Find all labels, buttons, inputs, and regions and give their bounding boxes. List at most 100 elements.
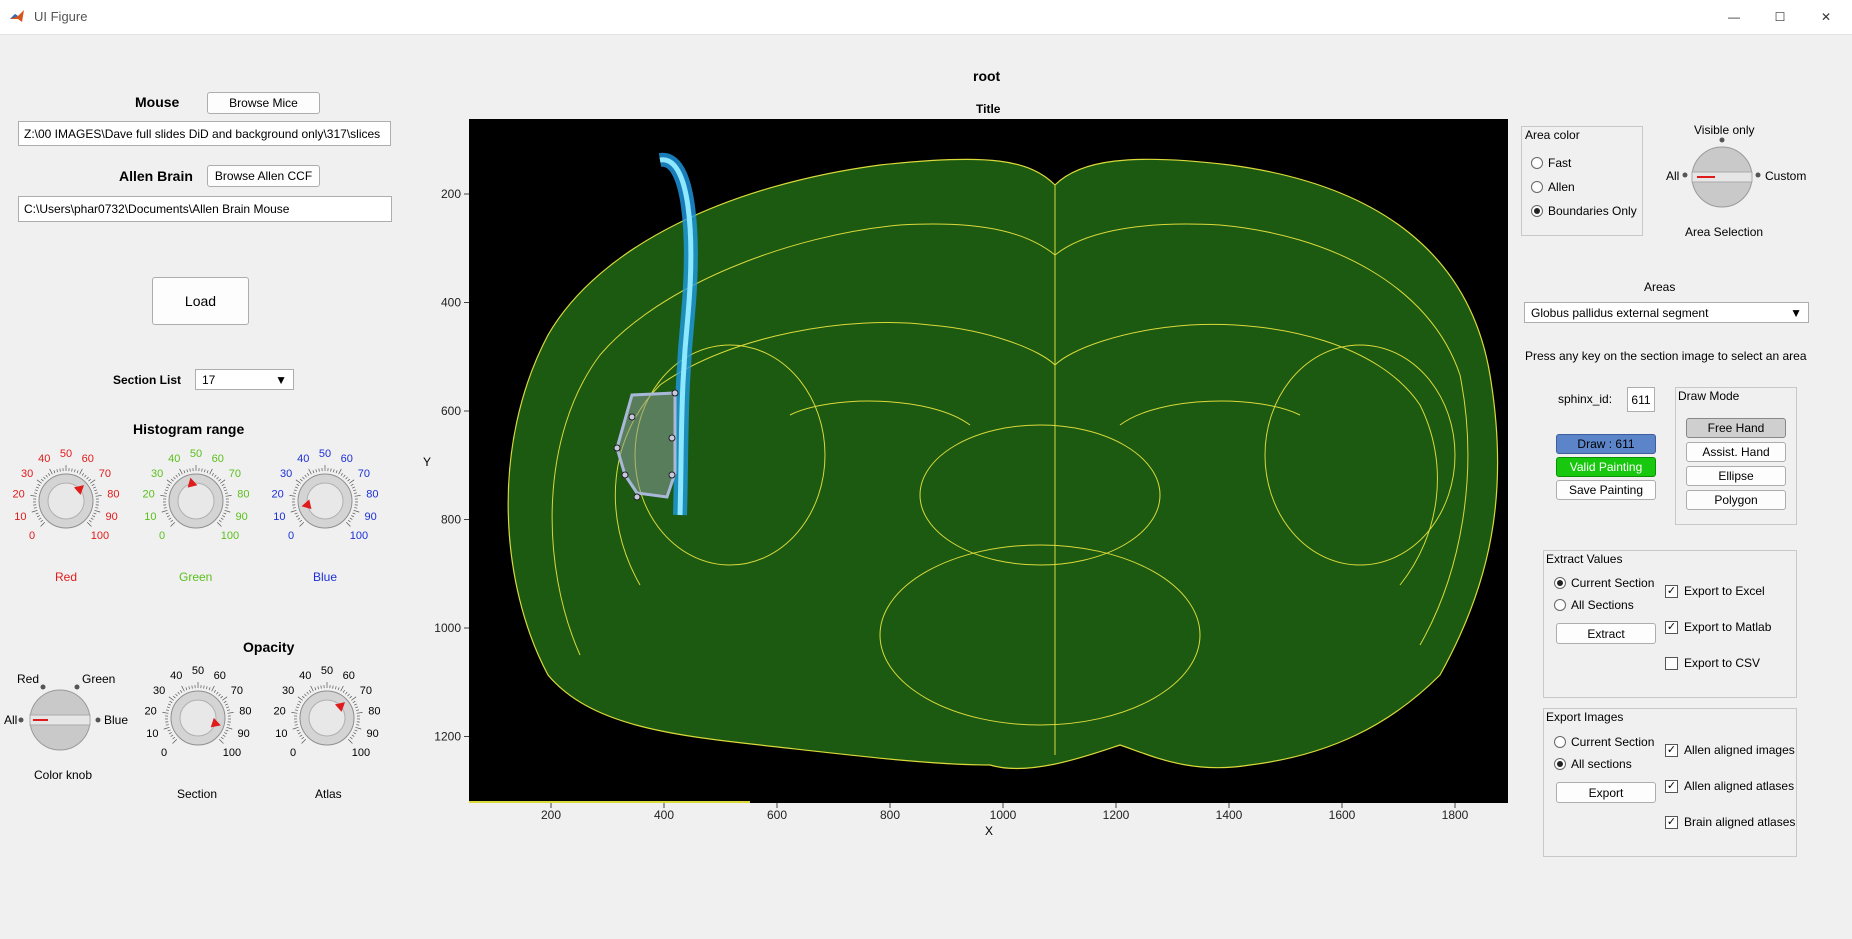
blue-knob[interactable]: 010 20 30 40 50 60 70 80 90 100 (271, 448, 378, 542)
striatum-right (1264, 344, 1456, 566)
knob-tick-label: 60 (214, 670, 226, 682)
green-knob-label: Green (179, 570, 213, 584)
knob-tick-label: 80 (368, 705, 380, 717)
knob-tick-label: 0 (288, 530, 294, 542)
knob-tick-label: 50 (321, 665, 333, 677)
extract-checkbox-2[interactable] (1665, 657, 1678, 670)
export-images-checkbox-1[interactable]: ✓ (1665, 780, 1678, 793)
section-list-value: 17 (202, 372, 216, 387)
extract-checkbox-0[interactable]: ✓ (1665, 585, 1678, 598)
knob-tick-label: 80 (107, 488, 119, 500)
draw-mode-button-1[interactable]: Assist. Hand (1686, 442, 1786, 462)
browse-allen-button[interactable]: Browse Allen CCF (207, 165, 320, 187)
sphinx-id-field[interactable]: 611 (1627, 387, 1655, 412)
draw-button[interactable]: Draw : 611 (1556, 434, 1656, 454)
area-color-radio-2[interactable] (1531, 205, 1543, 217)
area-color-panel (1521, 126, 1643, 236)
areas-value: Globus pallidus external segment (1531, 305, 1709, 320)
export-images-checkbox-0[interactable]: ✓ (1665, 744, 1678, 757)
area-color-title: Area color (1525, 128, 1580, 142)
color-knob-option-all: All (4, 713, 18, 727)
knob-tick-label: 0 (161, 747, 167, 759)
extract-check-label-1: Export to Matlab (1684, 620, 1772, 634)
export-images-checkbox-2[interactable]: ✓ (1665, 816, 1678, 829)
valid-painting-button[interactable]: Valid Painting (1556, 457, 1656, 477)
section-knob-pointer (210, 717, 221, 728)
mouse-path-field[interactable]: Z:\00 IMAGES\Dave full slides DiD and ba… (18, 121, 391, 146)
plot-title: Title (976, 102, 1001, 116)
knob-tick-label: 30 (280, 468, 292, 480)
minimize-button[interactable]: — (1711, 4, 1757, 30)
knob-tick-label: 20 (12, 488, 24, 500)
extract-radio-label-1: All Sections (1571, 598, 1634, 612)
extract-button[interactable]: Extract (1556, 623, 1656, 644)
knob-tick-label: 70 (229, 468, 241, 480)
knob-tick-label: 90 (106, 511, 118, 523)
maximize-button[interactable]: ☐ (1757, 4, 1803, 30)
chevron-down-icon: ▼ (275, 372, 287, 387)
color-knob[interactable] (0, 660, 140, 760)
draw-mode-button-3[interactable]: Polygon (1686, 490, 1786, 510)
section-list-dropdown[interactable]: 17 ▼ (195, 369, 294, 390)
export-images-check-label-1: Allen aligned atlases (1684, 779, 1795, 793)
knob-tick-label: 90 (365, 511, 377, 523)
green-knob-pointer (187, 477, 198, 488)
section-knob[interactable]: 010 20 30 40 50 60 70 80 90 100 (144, 665, 251, 759)
red-knob[interactable]: 010 20 30 40 50 60 70 80 90 100 (12, 448, 119, 542)
knob-tick-label: 40 (168, 453, 180, 465)
extract-checkbox-1[interactable]: ✓ (1665, 621, 1678, 634)
knob-tick-label: 100 (91, 530, 109, 542)
color-knob-option-red: Red (17, 672, 40, 686)
x-tick-label: 600 (767, 808, 787, 822)
knob-tick-label: 0 (29, 530, 35, 542)
green-knob[interactable]: 010 20 30 40 50 60 70 80 90 100 (142, 448, 249, 542)
load-button[interactable]: Load (152, 277, 249, 325)
knob-tick-label: 80 (366, 488, 378, 500)
knob-tick-label: 40 (299, 670, 311, 682)
knob-tick-label: 50 (192, 665, 204, 677)
export-images-radio-1[interactable] (1554, 758, 1566, 770)
save-painting-button[interactable]: Save Painting (1556, 480, 1656, 500)
knob-tick-label: 60 (82, 453, 94, 465)
histogram-range-title: Histogram range (133, 421, 245, 437)
y-tick-label: 800 (441, 513, 461, 527)
export-images-radio-0[interactable] (1554, 736, 1566, 748)
y-axis-label: Y (423, 455, 432, 469)
section-image-plot[interactable]: 200 400 600 800 1000 1200 1400 1600 1800 200 400 6… (430, 115, 1530, 825)
area-color-radio-1[interactable] (1531, 181, 1543, 193)
x-axis-ticks: 200 400 600 800 1000 1200 1400 1600 1800 (541, 803, 1469, 822)
close-button[interactable]: ✕ (1803, 4, 1849, 30)
x-axis-label: X (985, 824, 994, 838)
knob-tick-label: 60 (343, 670, 355, 682)
extract-radio-0[interactable] (1554, 577, 1566, 589)
y-tick-label: 600 (441, 404, 461, 418)
allen-path-field[interactable]: C:\Users\phar0732\Documents\Allen Brain … (18, 196, 392, 222)
areas-label: Areas (1644, 280, 1676, 294)
area-color-radio-0[interactable] (1531, 157, 1543, 169)
knob-tick-label: 40 (170, 670, 182, 682)
x-tick-label: 1400 (1216, 808, 1243, 822)
knob-tick-label: 20 (142, 488, 154, 500)
knob-tick-label: 90 (236, 511, 248, 523)
extract-radio-1[interactable] (1554, 599, 1566, 611)
window-titlebar (0, 0, 1852, 35)
draw-mode-button-2[interactable]: Ellipse (1686, 466, 1786, 486)
knob-tick-label: 90 (238, 728, 250, 740)
area-selection-knob[interactable] (1660, 135, 1780, 225)
maximize-icon: ☐ (1774, 10, 1786, 24)
roi-vertices[interactable] (613, 389, 679, 501)
color-knob-option-green: Green (82, 672, 116, 686)
knob-tick-label: 80 (239, 705, 251, 717)
brain-section (507, 158, 1499, 769)
browse-mice-button[interactable]: Browse Mice (207, 92, 320, 114)
export-button[interactable]: Export (1556, 782, 1656, 803)
knob-tick-label: 10 (14, 511, 26, 523)
atlas-knob[interactable]: 010 20 30 40 50 60 70 80 90 100 (273, 665, 380, 759)
extract-radio-label-0: Current Section (1571, 576, 1655, 590)
draw-mode-panel (1675, 387, 1797, 525)
minimize-icon: — (1728, 10, 1740, 24)
draw-mode-button-0[interactable]: Free Hand (1686, 418, 1786, 438)
mouse-label: Mouse (135, 94, 180, 110)
areas-dropdown[interactable]: Globus pallidus external segment ▼ (1524, 302, 1809, 323)
area-selection-visible-only: Visible only (1694, 123, 1755, 137)
